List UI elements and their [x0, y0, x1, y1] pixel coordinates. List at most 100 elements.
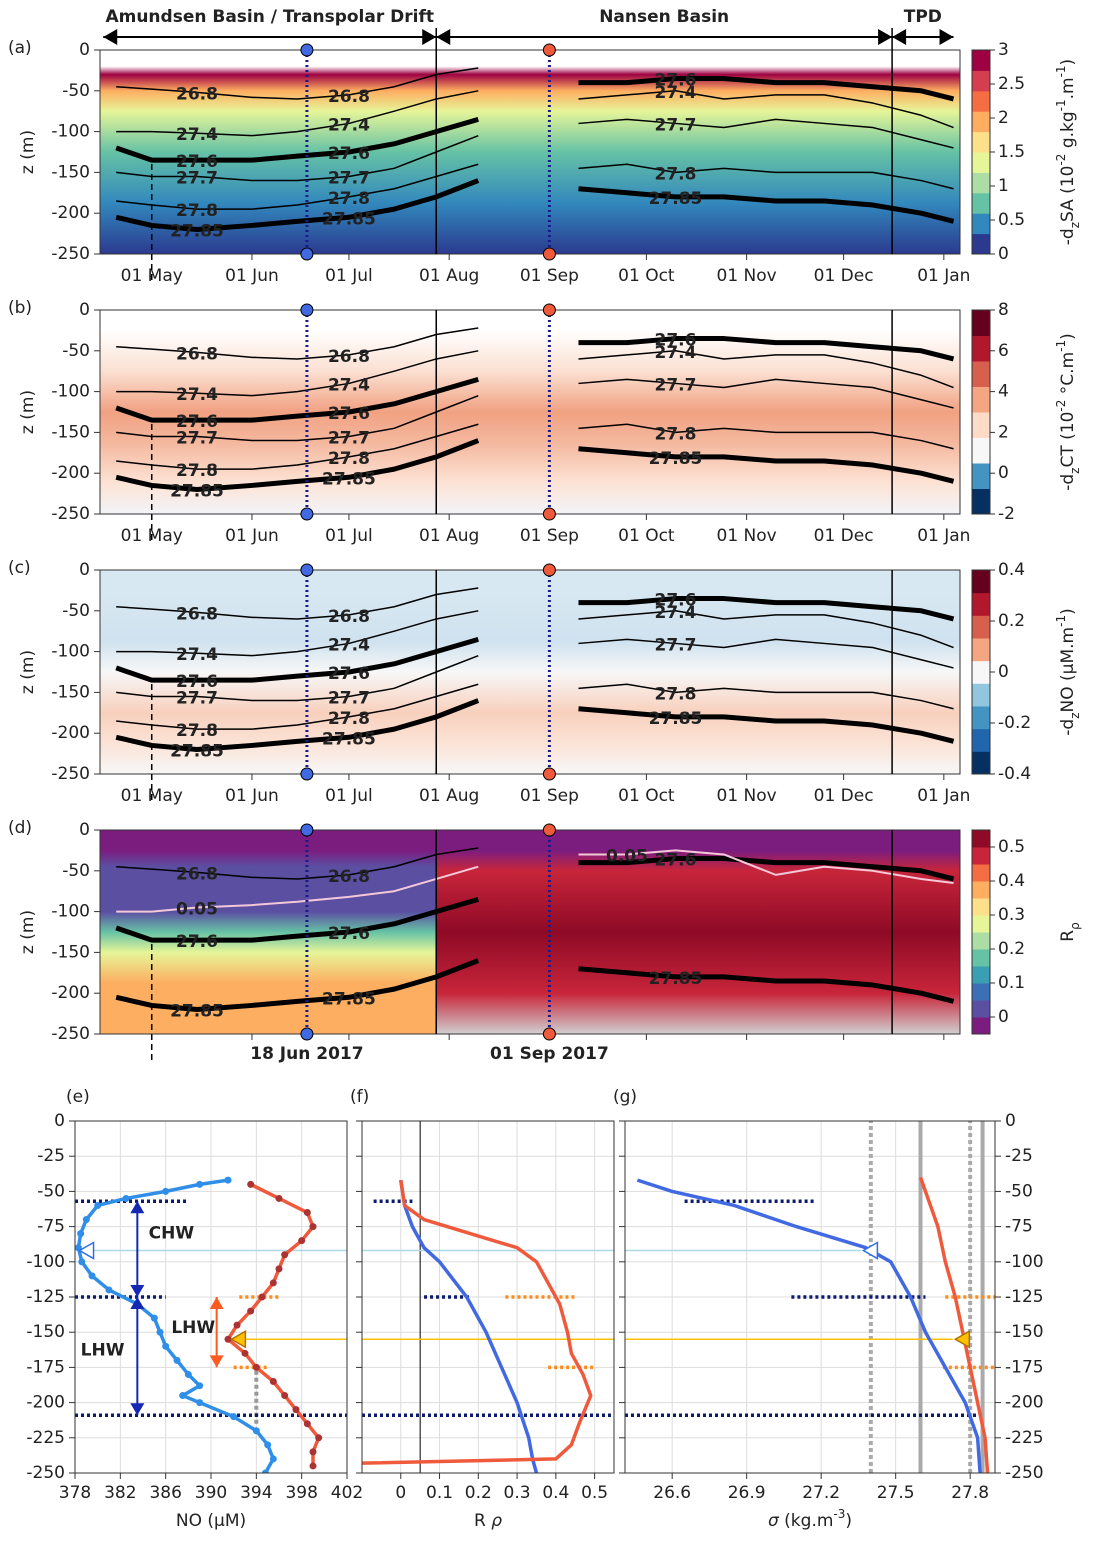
x-tick-label: 01 Oct — [618, 786, 675, 806]
x-tick-label: 01 Aug — [419, 526, 479, 546]
profile-line — [636, 1178, 982, 1473]
profile-point — [309, 1462, 317, 1470]
profile-point — [298, 1237, 306, 1245]
profile-point — [196, 1382, 204, 1390]
colorbar-label: -dzNO (µM.m-1) — [1054, 608, 1082, 735]
panel-label: (g) — [613, 1087, 637, 1107]
y-tick-label: -250 — [51, 1024, 90, 1044]
colorbar-swatch — [972, 437, 990, 464]
y-tick-label: -200 — [26, 1393, 65, 1413]
colorbar-tick-label: 2 — [998, 108, 1009, 128]
profile-point — [196, 1180, 204, 1188]
contour-label: 26.8 — [328, 607, 370, 627]
colorbar-swatch — [972, 881, 990, 899]
profile-point — [241, 1349, 249, 1357]
profile-point — [230, 1413, 238, 1421]
x-axis-label-part: NO (µM) — [176, 1511, 246, 1531]
axes-frame — [361, 1120, 615, 1474]
isopycnal — [116, 587, 479, 620]
y-tick-label: -100 — [51, 122, 90, 142]
contour-label: 27.8 — [176, 721, 218, 741]
colorbar-tick-label: 0.2 — [998, 611, 1025, 631]
axes-frame — [74, 1120, 348, 1474]
isopycnal — [115, 178, 955, 233]
contour-label: 27.85 — [322, 729, 376, 749]
colorbar-swatch — [972, 683, 990, 707]
y-tick-label: -25 — [37, 1146, 65, 1166]
colorbar-swatch — [972, 233, 990, 255]
contour-label: 27.8 — [655, 684, 697, 704]
isopycnal — [116, 638, 954, 702]
marker — [78, 1241, 95, 1260]
axes-frame — [99, 829, 961, 1035]
x-axis-label-part: σ — [768, 1511, 780, 1531]
colorbar-label-part: .m — [1058, 77, 1078, 99]
event-dot — [300, 507, 314, 521]
colorbar-label-part: z — [1068, 468, 1082, 474]
panel-label: (f) — [350, 1087, 369, 1107]
colorbar-label-part: -2 — [1054, 400, 1068, 412]
contour-label: 27.4 — [176, 385, 218, 405]
isopycnal — [115, 958, 955, 1013]
colorbar-tick-label: -0.2 — [998, 713, 1031, 733]
y2-tick-label: -150 — [1005, 1322, 1044, 1342]
x-tick-label: 398 — [285, 1483, 317, 1503]
colorbar-swatch — [972, 192, 990, 214]
profile-point — [162, 1187, 170, 1195]
plot-area — [362, 1121, 614, 1473]
x-tick-label: 382 — [104, 1483, 136, 1503]
profile-point — [275, 1265, 283, 1273]
x-tick-label: 402 — [331, 1483, 363, 1503]
profile-point — [82, 1216, 90, 1224]
x-tick-label: 0.4 — [542, 1483, 569, 1503]
colorbar-swatch — [972, 111, 990, 133]
y-tick-label: -250 — [51, 244, 90, 264]
contour-label: 27.6 — [328, 664, 370, 684]
x-axis-label-part: ) — [845, 1511, 852, 1531]
event-dot — [542, 303, 556, 317]
contour-label: 27.7 — [328, 168, 370, 188]
y-tick-label: 0 — [79, 560, 90, 580]
contour-label: 27.85 — [170, 1002, 224, 1022]
x-tick-label: 01 Jan — [917, 266, 970, 286]
event-dot — [542, 507, 556, 521]
x-tick-label: 01 Sep — [520, 786, 579, 806]
profile-point — [78, 1258, 86, 1266]
isopycnal — [116, 163, 954, 210]
profile-point — [150, 1314, 158, 1322]
region-label: Amundsen Basin / Transpolar Drift — [105, 7, 434, 27]
y-tick-label: 0 — [54, 1111, 65, 1131]
colorbar-tick-label: 8 — [998, 300, 1009, 320]
profile-line — [918, 1176, 990, 1473]
profile-point — [179, 1392, 187, 1400]
colorbar-tick-label: 0 — [998, 662, 1009, 682]
colorbar-tick-label: -2 — [998, 504, 1015, 524]
colorbar-label-part: z — [1068, 712, 1082, 718]
region-label: TPD — [904, 7, 942, 27]
colorbar-swatch — [972, 172, 990, 194]
isopycnal — [115, 76, 955, 163]
profile-point — [303, 1420, 311, 1428]
colorbar-tick-label: 0.1 — [998, 973, 1025, 993]
contour-label: 27.6 — [176, 672, 218, 692]
plot-area — [625, 1121, 995, 1473]
contour-label: 27.6 — [176, 412, 218, 432]
colorbar-label-part: -1 — [1054, 340, 1068, 352]
x-tick-label: 01 Jan — [917, 526, 970, 546]
contour-label: 27.85 — [649, 449, 703, 469]
y2-tick-label: 0 — [1005, 1111, 1016, 1131]
profile-point — [105, 1286, 113, 1294]
x-tick-label: 27.2 — [802, 1483, 840, 1503]
profile-point — [281, 1392, 289, 1400]
colorbar-swatch — [972, 361, 990, 387]
profile-point — [77, 1230, 85, 1238]
x-tick-label: 01 Dec — [814, 786, 874, 806]
x-tick-label: 01 Aug — [419, 266, 479, 286]
colorbar-swatch — [972, 213, 990, 235]
colorbar-tick-label: 0.4 — [998, 871, 1025, 891]
x-tick-label: 0.2 — [465, 1483, 492, 1503]
x-tick-label: 01 Sep — [520, 526, 579, 546]
event-dot — [300, 563, 314, 577]
y-tick-label: -225 — [26, 1428, 65, 1448]
